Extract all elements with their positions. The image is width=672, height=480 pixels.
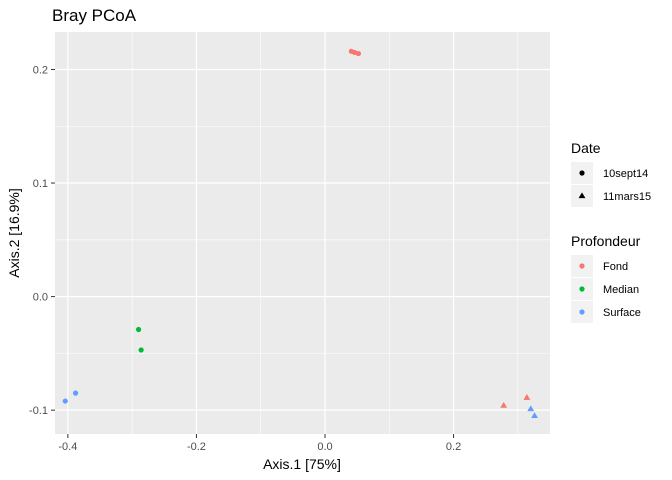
legend-key-fond <box>579 263 585 269</box>
x-tick-label: 0.0 <box>317 441 332 453</box>
y-axis-title: Axis.2 [16.9%] <box>6 188 22 278</box>
legend-key-median <box>579 286 585 292</box>
legend-title-profondeur: Profondeur <box>571 233 641 249</box>
major-gridlines <box>55 32 550 434</box>
x-axis-title: Axis.1 [75%] <box>263 456 341 472</box>
legend-label-profondeur: Fond <box>603 261 628 273</box>
y-tick-label: 0.0 <box>33 292 48 304</box>
y-tick-label: 0.1 <box>33 178 48 190</box>
legend-label-profondeur: Surface <box>603 307 641 319</box>
legend-label-date: 10sept14 <box>603 168 648 180</box>
plot-panel <box>55 32 550 434</box>
x-tick-label: -0.2 <box>187 441 206 453</box>
data-point-surface <box>62 398 68 404</box>
data-point-surface <box>531 412 538 418</box>
legend-key-circle <box>579 170 585 176</box>
y-tick-label: -0.1 <box>29 405 48 417</box>
legend-label-profondeur: Median <box>603 284 639 296</box>
data-point-fond <box>523 394 531 400</box>
data-point-surface <box>527 405 535 412</box>
legend-key-triangle <box>578 192 586 199</box>
minor-gridlines <box>55 32 550 434</box>
legend-title-date: Date <box>571 140 601 156</box>
data-point-fond <box>500 402 508 408</box>
data-point-median <box>138 347 144 353</box>
data-point-fond <box>355 50 362 57</box>
data-point-median <box>135 326 142 333</box>
x-tick-label: -0.4 <box>58 441 77 453</box>
data-point-surface <box>72 390 79 396</box>
x-axis: -0.4 -0.2 0.0 0.2 <box>58 434 461 453</box>
x-tick-label: 0.2 <box>446 441 461 453</box>
y-tick-label: 0.2 <box>33 64 48 76</box>
y-axis: -0.1 0.0 0.1 0.2 <box>29 64 55 417</box>
legend-label-date: 11mars15 <box>603 191 651 203</box>
data-points <box>62 48 538 418</box>
chart-title: Bray PCoA <box>52 6 137 25</box>
legend-key-surface <box>579 309 585 315</box>
